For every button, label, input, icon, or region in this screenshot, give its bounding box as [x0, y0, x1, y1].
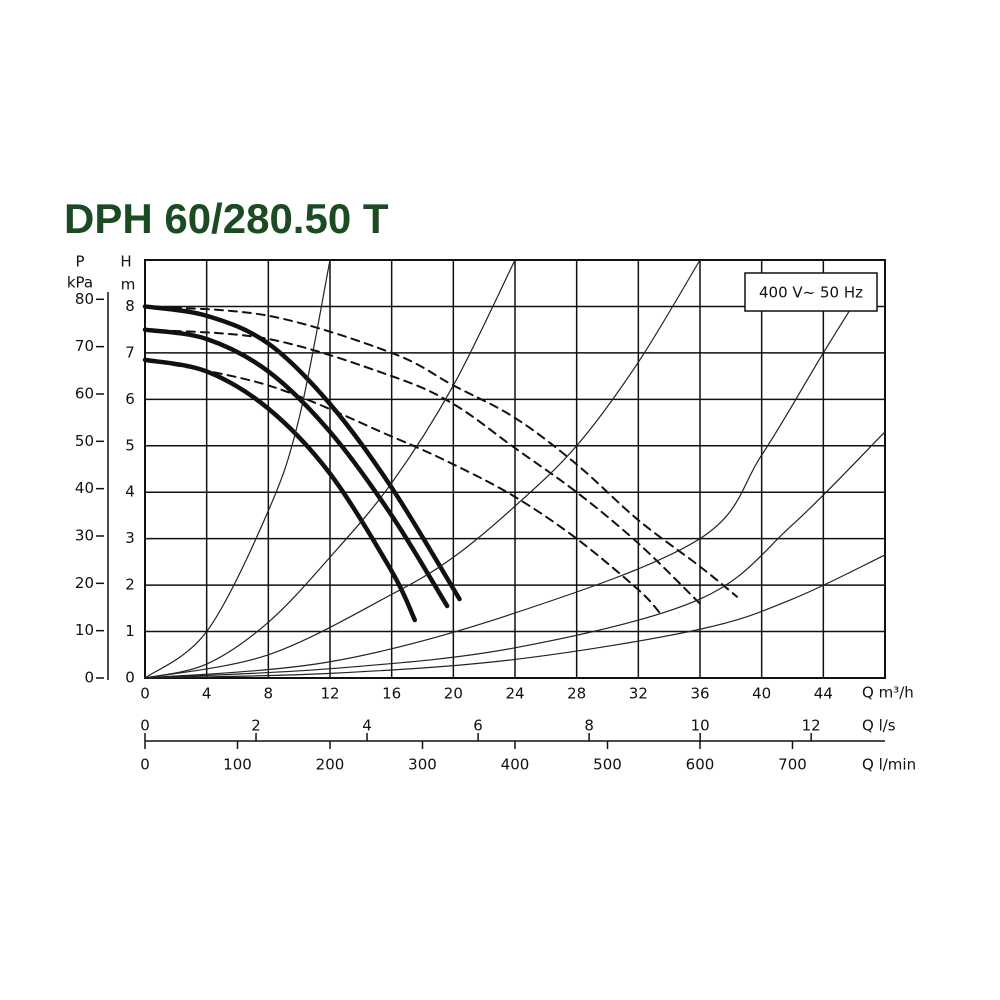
series-line: [144, 431, 886, 679]
y2-tick-label: 40: [75, 479, 94, 497]
x2-tick-label: 4: [362, 717, 372, 735]
x2-tick-label: 6: [473, 717, 483, 735]
x-tick-label: 0: [140, 685, 150, 703]
y-tick-label: 7: [125, 343, 135, 361]
y-tick-label: 8: [125, 297, 135, 315]
y-tick-label: 6: [125, 390, 135, 408]
x3-tick-label: 600: [686, 756, 715, 774]
y2-tick-label: 80: [75, 290, 94, 308]
y2-axis-label: P: [75, 253, 84, 271]
y-tick-label: 4: [125, 483, 135, 501]
y2-tick-label: 20: [75, 574, 94, 592]
series-line: [144, 358, 661, 614]
y-axis-unit: m: [121, 276, 136, 294]
series-line: [142, 304, 462, 602]
x-tick-label: 24: [505, 685, 524, 703]
y2-tick-label: 0: [84, 669, 94, 687]
x-tick-label: 16: [382, 685, 401, 703]
y-tick-label: 1: [125, 622, 135, 640]
x-axis-label: Q m³/h: [862, 684, 914, 702]
x-tick-label: 36: [690, 685, 709, 703]
x2-tick-label: 10: [691, 717, 710, 735]
y2-tick-label: 50: [75, 432, 94, 450]
x-tick-label: 12: [320, 685, 339, 703]
series-line: [144, 554, 886, 679]
x3-tick-label: 500: [593, 756, 622, 774]
series-line: [142, 327, 450, 609]
x2-tick-label: 12: [802, 717, 821, 735]
y-tick-label: 5: [125, 436, 135, 454]
x3-axis-label: Q l/min: [862, 756, 916, 774]
y-tick-label: 0: [125, 669, 135, 687]
x3-tick-label: 100: [223, 756, 252, 774]
x3-tick-label: 700: [778, 756, 807, 774]
x-tick-label: 44: [814, 685, 833, 703]
series-line: [144, 328, 701, 605]
x-tick-label: 20: [444, 685, 463, 703]
series-line: [144, 277, 871, 679]
series-line: [144, 259, 331, 679]
series-line: [144, 305, 738, 598]
x2-axis-label: Q l/s: [862, 717, 896, 735]
x-tick-label: 28: [567, 685, 586, 703]
annotation: 400 V~ 50 Hz: [759, 284, 863, 302]
y2-tick-label: 30: [75, 526, 94, 544]
x-tick-label: 40: [752, 685, 771, 703]
x3-tick-label: 0: [140, 756, 150, 774]
x-tick-label: 8: [264, 685, 274, 703]
y2-axis-unit: kPa: [67, 274, 93, 292]
series-line: [144, 259, 701, 679]
y2-tick-label: 70: [75, 337, 94, 355]
y-tick-label: 2: [125, 576, 135, 594]
y-tick-label: 3: [125, 529, 135, 547]
y2-tick-label: 60: [75, 384, 94, 402]
series-line: [144, 259, 516, 679]
y-axis-label: H: [120, 253, 131, 271]
annotation-box: [744, 272, 878, 312]
x2-tick-label: 0: [140, 717, 150, 735]
x3-tick-label: 200: [316, 756, 345, 774]
y2-tick-label: 10: [75, 621, 94, 639]
x3-tick-label: 400: [501, 756, 530, 774]
x-tick-label: 32: [629, 685, 648, 703]
x-tick-label: 4: [202, 685, 212, 703]
x3-tick-label: 300: [408, 756, 437, 774]
chart-title: DPH 60/280.50 T: [64, 195, 389, 242]
x2-tick-label: 2: [251, 717, 261, 735]
x2-tick-label: 8: [584, 717, 594, 735]
